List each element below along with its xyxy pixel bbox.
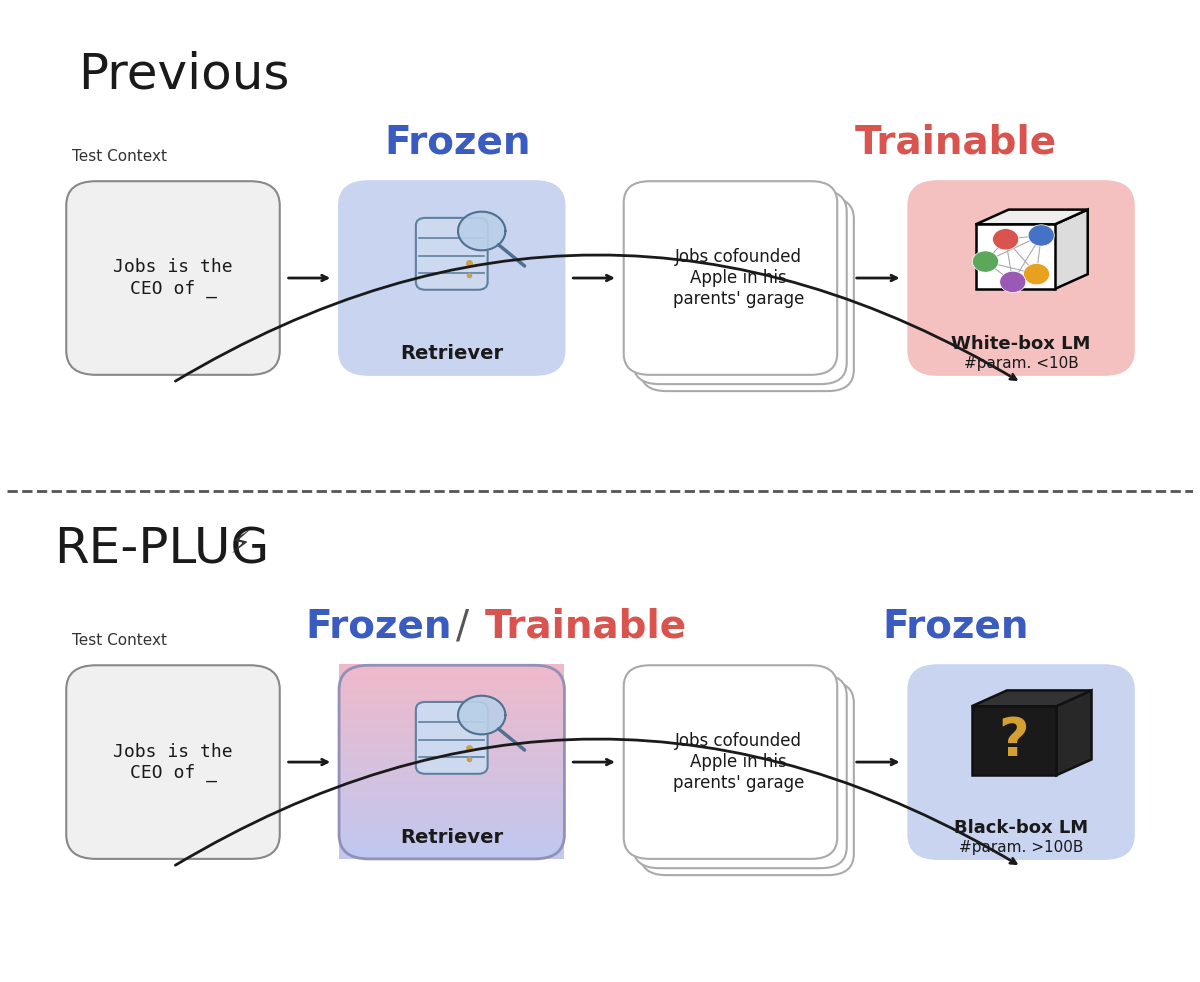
Bar [340,795,564,800]
Bar [340,809,564,815]
Circle shape [972,251,998,272]
Bar [340,688,564,694]
Bar [340,848,564,854]
Bar [340,761,564,767]
Bar [340,834,564,840]
Bar [340,814,564,820]
FancyBboxPatch shape [416,218,487,290]
Bar [340,804,564,810]
Circle shape [1028,225,1055,246]
Polygon shape [972,690,1092,706]
FancyBboxPatch shape [66,665,280,859]
Text: ⚡: ⚡ [230,529,251,559]
Bar [340,703,564,709]
Bar [340,844,564,849]
Bar [340,853,564,859]
Text: Jobs cofounded
Apple in his
parents' garage: Jobs cofounded Apple in his parents' gar… [673,733,804,791]
Bar [340,674,564,680]
Bar [340,693,564,699]
Bar [340,679,564,684]
FancyBboxPatch shape [641,197,854,391]
Bar [340,736,564,742]
Polygon shape [1055,209,1087,289]
Polygon shape [976,209,1087,225]
Polygon shape [458,695,505,735]
FancyBboxPatch shape [624,182,838,375]
Bar [340,839,564,845]
Bar [340,776,564,782]
Text: Black-box LM: Black-box LM [954,819,1088,837]
Circle shape [1000,271,1026,293]
Bar [340,819,564,825]
Bar [340,728,564,733]
Text: Previous: Previous [78,51,289,99]
Text: Retriever: Retriever [400,828,503,847]
Text: #param. <10B: #param. <10B [964,355,1079,371]
Polygon shape [1056,690,1092,775]
Text: Frozen: Frozen [305,608,451,645]
FancyBboxPatch shape [624,665,838,859]
Polygon shape [976,225,1055,289]
Bar [340,723,564,729]
Text: Test Context: Test Context [72,149,167,164]
FancyBboxPatch shape [66,182,280,375]
Text: Jobs is the
CEO of _: Jobs is the CEO of _ [113,258,233,298]
Text: Jobs is the
CEO of _: Jobs is the CEO of _ [113,742,233,782]
Bar [340,732,564,737]
Bar [340,781,564,787]
FancyBboxPatch shape [416,702,487,774]
Bar [340,799,564,805]
Bar [340,683,564,689]
Bar [340,766,564,772]
Bar [340,771,564,777]
Bar [340,698,564,704]
Bar [340,713,564,719]
Circle shape [1024,263,1050,285]
Text: Jobs cofounded
Apple in his
parents' garage: Jobs cofounded Apple in his parents' gar… [673,248,804,307]
Bar [340,791,564,796]
Bar [340,751,564,757]
Text: /: / [456,608,469,645]
Bar [340,718,564,724]
Polygon shape [972,706,1056,775]
Text: Test Context: Test Context [72,632,167,648]
Text: Retriever: Retriever [400,344,503,363]
Bar [340,756,564,762]
Bar [340,824,564,830]
Bar [340,741,564,747]
Text: Frozen: Frozen [384,124,530,161]
Text: RE-PLUG: RE-PLUG [54,525,270,573]
FancyBboxPatch shape [908,665,1134,859]
FancyBboxPatch shape [634,675,847,868]
Text: ?: ? [998,715,1030,767]
FancyBboxPatch shape [340,182,564,375]
Text: Frozen: Frozen [882,608,1030,645]
FancyBboxPatch shape [908,182,1134,375]
Bar [340,829,564,835]
Bar [340,746,564,752]
Polygon shape [458,212,505,250]
Text: White-box LM: White-box LM [952,335,1091,353]
Bar [340,708,564,714]
Bar [340,664,564,670]
Text: #param. >100B: #param. >100B [959,840,1084,854]
FancyBboxPatch shape [634,191,847,384]
Bar [340,669,564,675]
Bar [340,786,564,791]
Text: Trainable: Trainable [485,608,688,645]
FancyBboxPatch shape [641,682,854,875]
Circle shape [992,229,1019,250]
Text: Trainable: Trainable [854,124,1057,161]
